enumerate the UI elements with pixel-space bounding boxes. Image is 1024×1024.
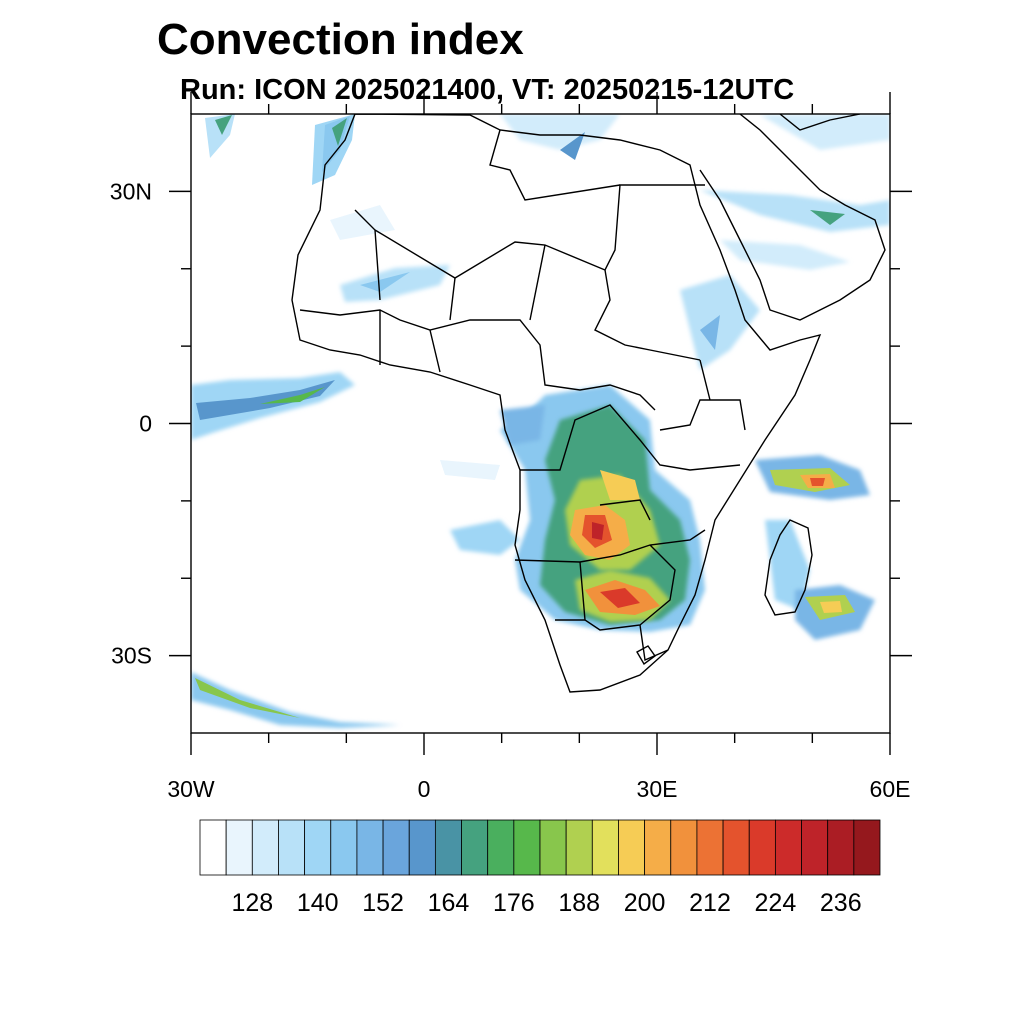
colorbar-label: 188 <box>558 889 600 917</box>
convection-area-sahel <box>340 265 450 302</box>
colorbar-label: 224 <box>755 889 797 917</box>
lon-tick-label: 30W <box>167 776 215 802</box>
lon-tick-label: 0 <box>418 776 431 802</box>
lat-tick-label: 30N <box>110 178 152 204</box>
colorbar-label: 140 <box>297 889 339 917</box>
colorbar-box <box>356 819 384 876</box>
colorbar-box <box>748 819 776 876</box>
colorbar-box <box>722 819 750 876</box>
lat-tick-label: 30S <box>111 643 152 669</box>
axis-tick-labels: 30W 0 30E 60E 30N 0 30S <box>110 178 911 802</box>
colorbar-box <box>513 819 541 876</box>
chart-subtitle: Run: ICON 2025021400, VT: 20250215-12UTC <box>180 74 795 106</box>
colorbar-box <box>539 819 567 876</box>
axis-ticks <box>169 92 912 755</box>
colorbar-box <box>801 819 829 876</box>
colorbar-box <box>670 819 698 876</box>
colorbar-label: 176 <box>493 889 535 917</box>
colorbar-box <box>434 819 462 876</box>
colorbar-box <box>251 819 279 876</box>
colorbar-box <box>487 819 515 876</box>
colorbar-label: 200 <box>624 889 666 917</box>
colorbar-label: 236 <box>820 889 862 917</box>
arabia-coastline <box>699 114 886 321</box>
colorbar-box <box>461 819 489 876</box>
colorbar-label: 128 <box>231 889 273 917</box>
colorbar-box <box>827 819 855 876</box>
colorbar-box <box>591 819 619 876</box>
lat-tick-label: 0 <box>139 411 152 437</box>
colorbar-box <box>853 819 881 876</box>
colorbar-box <box>644 819 672 876</box>
country-borders <box>291 114 886 693</box>
colorbar-label: 164 <box>428 889 470 917</box>
colorbar-box <box>278 819 306 876</box>
colorbar-labels: 128 140 152 164 176 188 200 212 224 236 <box>231 889 861 917</box>
lon-tick-label: 30E <box>637 776 678 802</box>
chart-title: Convection index <box>157 15 524 64</box>
colorbar-box <box>774 819 802 876</box>
colorbar-boxes <box>199 819 881 876</box>
madagascar-outline <box>764 519 813 616</box>
colorbar-box <box>565 819 593 876</box>
lon-tick-label: 60E <box>870 776 911 802</box>
colorbar-box <box>696 819 724 876</box>
colorbar-box <box>225 819 253 876</box>
colorbar-box <box>304 819 332 876</box>
colorbar-label: 152 <box>362 889 404 917</box>
colorbar-box <box>199 819 227 876</box>
colorbar-label: 212 <box>689 889 731 917</box>
colorbar-box <box>330 819 358 876</box>
colorbar-box <box>408 819 436 876</box>
convection-field <box>191 114 890 728</box>
colorbar-box <box>618 819 646 876</box>
colorbar-box <box>382 819 410 876</box>
